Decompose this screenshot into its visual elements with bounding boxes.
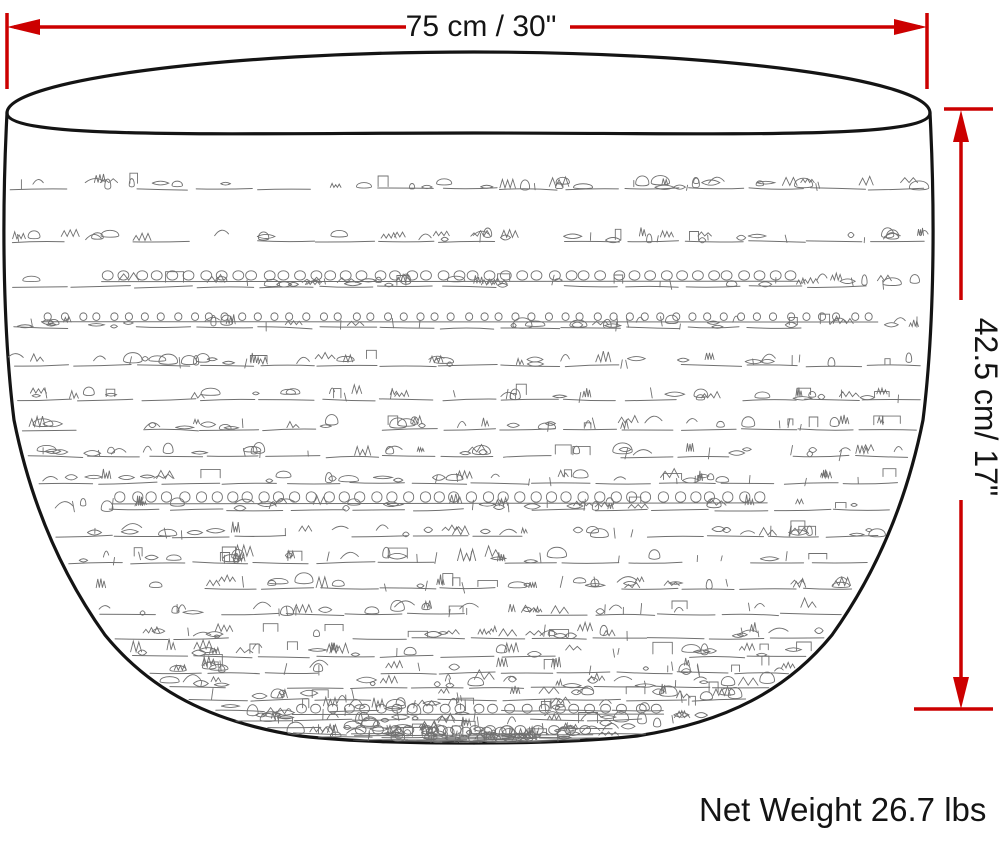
svg-text:75 cm / 30": 75 cm / 30" (406, 10, 557, 43)
svg-text:42.5 cm/ 17": 42.5 cm/ 17" (968, 318, 1000, 497)
svg-text:Net Weight 26.7 lbs: Net Weight 26.7 lbs (699, 791, 986, 828)
